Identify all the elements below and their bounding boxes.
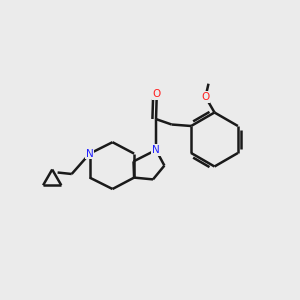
Text: O: O	[201, 92, 210, 102]
Text: O: O	[152, 89, 161, 99]
Text: N: N	[152, 145, 160, 155]
Text: N: N	[86, 148, 94, 159]
